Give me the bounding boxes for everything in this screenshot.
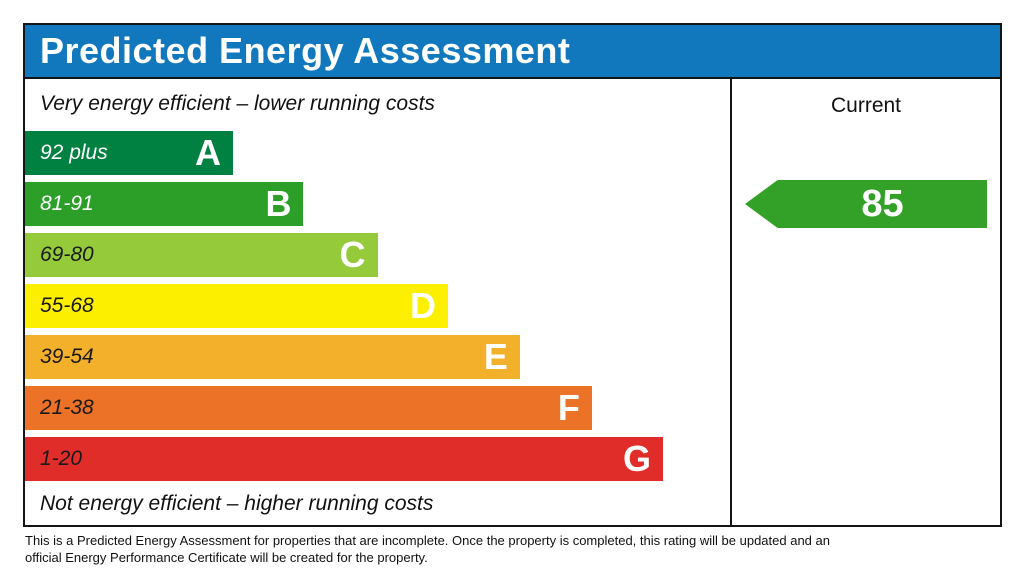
footer-line-1: This is a Predicted Energy Assessment fo…	[25, 533, 830, 548]
band-range-label: 1-20	[40, 447, 83, 470]
current-column-header: Current	[830, 94, 902, 117]
band-row-F: 21-38 F	[25, 386, 730, 430]
epc-header: Predicted Energy Assessment	[25, 25, 1000, 79]
band-row-E: 39-54 E	[25, 335, 730, 379]
band-bar-B: 81-91 B	[25, 182, 304, 226]
band-letter: D	[410, 285, 436, 326]
band-bar-G: 1-20 G	[25, 437, 664, 481]
band-letter: C	[339, 234, 366, 275]
band-bar-D: 55-68 D	[25, 284, 448, 328]
current-rating-value: 85	[861, 182, 904, 225]
band-range-label: 21-38	[40, 396, 94, 419]
band-row-D: 55-68 D	[25, 284, 730, 328]
band-bar-F: 21-38 F	[25, 386, 592, 430]
band-range-label: 39-54	[40, 345, 94, 368]
rating-bands: 92 plus A 81-91 B 69-80 C 55-68 D 39-54 E 21-38 F 1-…	[25, 131, 730, 481]
footer-line-2: official Energy Performance Certificate …	[25, 550, 428, 565]
band-range-label: 81-91	[40, 192, 94, 215]
band-bar-C: 69-80 C	[25, 233, 378, 277]
band-range-label: 55-68	[40, 294, 94, 317]
band-bar-E: 39-54 E	[25, 335, 520, 379]
band-row-G: 1-20 G	[25, 437, 730, 481]
band-letter: A	[194, 132, 221, 173]
band-bar-A: 92 plus A	[25, 131, 233, 175]
band-letter: F	[557, 387, 580, 428]
epc-chart: Predicted Energy Assessment Very energy …	[23, 23, 1002, 527]
band-row-B: 81-91 B	[25, 182, 730, 226]
band-letter: B	[265, 183, 292, 224]
band-row-A: 92 plus A	[25, 131, 730, 175]
band-letter: G	[623, 438, 652, 479]
band-range-label: 92 plus	[40, 141, 108, 164]
footer-disclaimer: This is a Predicted Energy Assessment fo…	[25, 532, 985, 566]
band-range-label: 69-80	[40, 243, 94, 266]
inefficient-caption: Not energy efficient – higher running co…	[40, 492, 434, 515]
rating-scale-column: Very energy efficient – lower running co…	[25, 79, 730, 525]
band-letter: E	[483, 336, 508, 377]
page-title: Predicted Energy Assessment	[40, 30, 571, 71]
efficient-caption: Very energy efficient – lower running co…	[40, 92, 435, 115]
current-rating-arrow: 85	[745, 180, 987, 228]
epc-main: Very energy efficient – lower running co…	[25, 79, 1000, 525]
band-row-C: 69-80 C	[25, 233, 730, 277]
current-rating-column: Current 85	[730, 79, 1000, 525]
